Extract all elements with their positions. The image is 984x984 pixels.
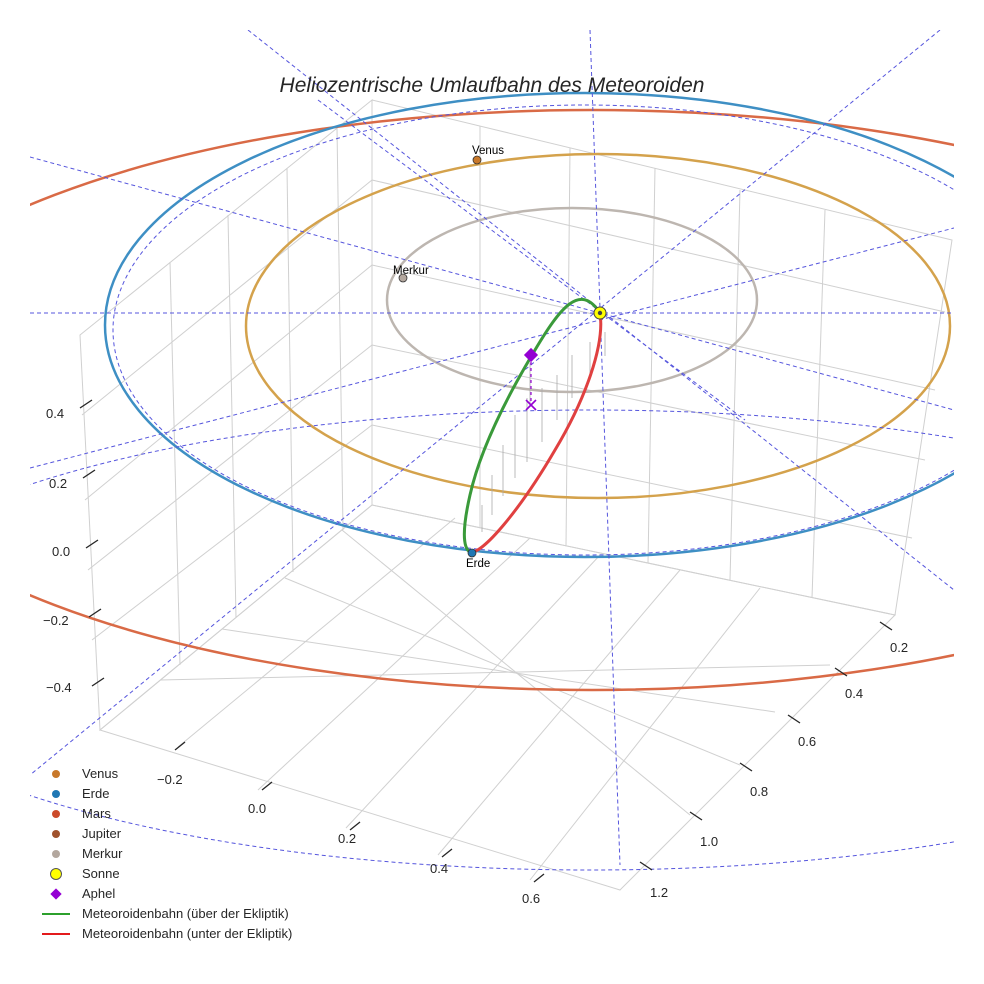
mars-orbit [30,108,954,692]
x-tick-label: 0.4 [430,861,448,876]
floor-pane [98,504,897,891]
venus-marker [472,155,482,165]
y-tick-label: 1.0 [700,834,718,849]
left-pane [79,98,373,732]
earth-orbit [103,91,954,559]
legend-item-mars: Mars [40,804,370,824]
legend-item-sonne: Sonne [40,864,370,884]
y-tick-label: 0.8 [750,784,768,799]
aphel-marker [523,347,539,363]
z-tick-label: 0.4 [46,406,64,421]
legend-label: Merkur [82,846,123,861]
earth-label: Erde [466,558,490,570]
legend-item-below: Meteoroidenbahn (unter der Ekliptik) [40,924,370,944]
legend-item-jupiter: Jupiter [40,824,370,844]
legend-marker-sonne [40,864,72,884]
earth-marker [467,548,477,558]
legend-marker-above [40,904,72,924]
legend-marker-mars [40,804,72,824]
aphel-projection-marker [525,399,537,411]
drop-lines [481,332,606,532]
legend-marker-merkur [40,844,72,864]
y-tick-label: 1.2 [650,885,668,900]
legend-marker-erde [40,784,72,804]
x-tick-label: 0.0 [248,801,266,816]
meteoroid-orbit-below [469,312,603,554]
legend-label: Mars [82,806,111,821]
z-tick-label: −0.4 [46,680,72,695]
legend-label: Meteoroidenbahn (unter der Ekliptik) [82,926,293,941]
y-tick-label: 0.2 [890,640,908,655]
legend-marker-venus [40,764,72,784]
meteoroid-orbit-above [462,298,602,554]
z-tick-label: −0.2 [43,613,69,628]
legend-item-venus: Venus [40,764,370,784]
chart-title: Heliozentrische Umlaufbahn des Meteoroid… [279,74,705,97]
legend-item-aphel: Aphel [40,884,370,904]
legend-item-merkur: Merkur [40,844,370,864]
venus-label: Venus [472,145,504,157]
x-tick-label: 0.2 [338,831,356,846]
legend-label: Jupiter [82,826,122,841]
mercury-label: Merkur [393,265,429,277]
venus-orbit [244,152,952,500]
x-tick-label: −0.2 [157,772,183,787]
legend-marker-below [40,924,72,944]
legend: Venus Erde Mars Jupiter Merkur Sonne Aphel Mete… [40,764,370,944]
guide-lines [30,30,954,871]
y-tick-label: 0.4 [845,686,863,701]
x-tick-label: 0.6 [522,891,540,906]
legend-label: Venus [82,766,119,781]
legend-item-erde: Erde [40,784,370,804]
z-tick-label: 0.2 [49,476,67,491]
legend-marker-aphel [40,884,72,904]
legend-label: Sonne [82,866,120,881]
z-tick-label: 0.0 [52,544,70,559]
legend-marker-jupiter [40,824,72,844]
mercury-marker [398,273,408,283]
legend-label: Erde [82,786,110,801]
y-tick-label: 0.6 [798,734,816,749]
legend-item-above: Meteoroidenbahn (über der Ekliptik) [40,904,370,924]
legend-label: Meteoroidenbahn (über der Ekliptik) [82,906,289,921]
legend-label: Aphel [82,886,116,901]
